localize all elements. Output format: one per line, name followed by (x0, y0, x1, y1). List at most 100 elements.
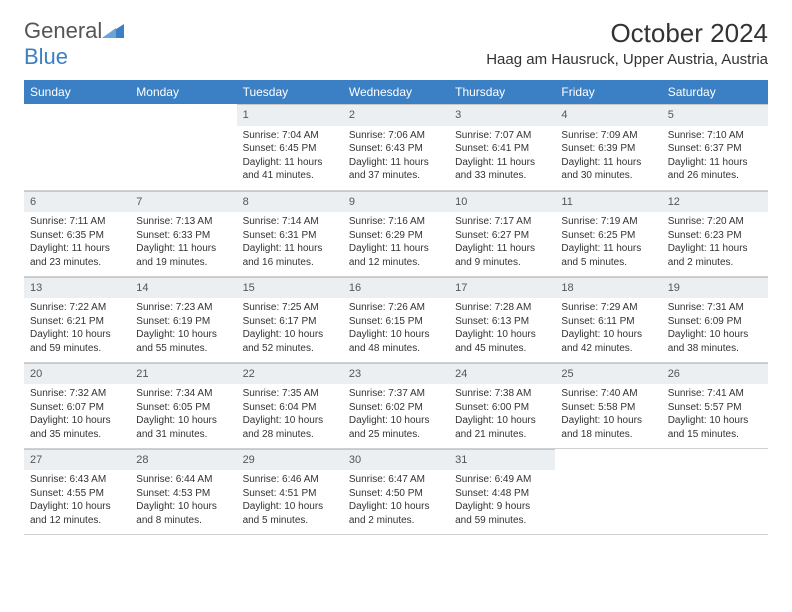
sunset-text: Sunset: 4:51 PM (243, 487, 337, 501)
daylight-text: Daylight: 10 hours and 5 minutes. (243, 500, 337, 527)
sunrise-text: Sunrise: 7:23 AM (136, 301, 230, 315)
weekday-header: Tuesday (237, 80, 343, 104)
calendar-cell: 11Sunrise: 7:19 AMSunset: 6:25 PMDayligh… (555, 190, 661, 276)
day-number: 28 (130, 449, 236, 471)
day-body: Sunrise: 7:25 AMSunset: 6:17 PMDaylight:… (237, 298, 343, 361)
title-block: October 2024 Haag am Hausruck, Upper Aus… (486, 18, 768, 68)
sunrise-text: Sunrise: 7:14 AM (243, 215, 337, 229)
calendar-cell: 23Sunrise: 7:37 AMSunset: 6:02 PMDayligh… (343, 362, 449, 448)
sunset-text: Sunset: 6:15 PM (349, 315, 443, 329)
sunrise-text: Sunrise: 7:09 AM (561, 129, 655, 143)
day-body: Sunrise: 7:32 AMSunset: 6:07 PMDaylight:… (24, 384, 130, 447)
day-body: Sunrise: 7:38 AMSunset: 6:00 PMDaylight:… (449, 384, 555, 447)
weekday-header: Wednesday (343, 80, 449, 104)
calendar-cell: 6Sunrise: 7:11 AMSunset: 6:35 PMDaylight… (24, 190, 130, 276)
calendar-cell: 26Sunrise: 7:41 AMSunset: 5:57 PMDayligh… (662, 362, 768, 448)
sunrise-text: Sunrise: 7:17 AM (455, 215, 549, 229)
logo-text: General Blue (24, 18, 124, 70)
calendar-cell: 24Sunrise: 7:38 AMSunset: 6:00 PMDayligh… (449, 362, 555, 448)
sunrise-text: Sunrise: 6:47 AM (349, 473, 443, 487)
day-body: Sunrise: 6:46 AMSunset: 4:51 PMDaylight:… (237, 470, 343, 533)
sunrise-text: Sunrise: 7:28 AM (455, 301, 549, 315)
day-body: Sunrise: 7:29 AMSunset: 6:11 PMDaylight:… (555, 298, 661, 361)
sunrise-text: Sunrise: 7:35 AM (243, 387, 337, 401)
calendar-week-row: 1Sunrise: 7:04 AMSunset: 6:45 PMDaylight… (24, 104, 768, 190)
day-body: Sunrise: 7:37 AMSunset: 6:02 PMDaylight:… (343, 384, 449, 447)
day-body: Sunrise: 7:31 AMSunset: 6:09 PMDaylight:… (662, 298, 768, 361)
day-number: 8 (237, 191, 343, 213)
daylight-text: Daylight: 11 hours and 19 minutes. (136, 242, 230, 269)
sunset-text: Sunset: 4:48 PM (455, 487, 549, 501)
daylight-text: Daylight: 11 hours and 2 minutes. (668, 242, 762, 269)
calendar-cell (24, 104, 130, 190)
day-number: 17 (449, 277, 555, 299)
sunset-text: Sunset: 6:29 PM (349, 229, 443, 243)
weekday-header: Monday (130, 80, 236, 104)
calendar-cell: 15Sunrise: 7:25 AMSunset: 6:17 PMDayligh… (237, 276, 343, 362)
day-body: Sunrise: 6:47 AMSunset: 4:50 PMDaylight:… (343, 470, 449, 533)
calendar-cell: 28Sunrise: 6:44 AMSunset: 4:53 PMDayligh… (130, 448, 236, 534)
sunrise-text: Sunrise: 7:29 AM (561, 301, 655, 315)
day-number: 2 (343, 104, 449, 126)
sunset-text: Sunset: 6:45 PM (243, 142, 337, 156)
daylight-text: Daylight: 9 hours and 59 minutes. (455, 500, 549, 527)
day-number: 22 (237, 363, 343, 385)
day-number: 9 (343, 191, 449, 213)
calendar-cell (555, 448, 661, 534)
daylight-text: Daylight: 10 hours and 25 minutes. (349, 414, 443, 441)
calendar-cell: 31Sunrise: 6:49 AMSunset: 4:48 PMDayligh… (449, 448, 555, 534)
sunrise-text: Sunrise: 7:07 AM (455, 129, 549, 143)
calendar-cell: 2Sunrise: 7:06 AMSunset: 6:43 PMDaylight… (343, 104, 449, 190)
sunrise-text: Sunrise: 7:26 AM (349, 301, 443, 315)
daylight-text: Daylight: 11 hours and 41 minutes. (243, 156, 337, 183)
daylight-text: Daylight: 11 hours and 26 minutes. (668, 156, 762, 183)
daylight-text: Daylight: 11 hours and 16 minutes. (243, 242, 337, 269)
day-body: Sunrise: 7:35 AMSunset: 6:04 PMDaylight:… (237, 384, 343, 447)
header: General Blue October 2024 Haag am Hausru… (24, 18, 768, 70)
day-body: Sunrise: 6:43 AMSunset: 4:55 PMDaylight:… (24, 470, 130, 533)
daylight-text: Daylight: 10 hours and 45 minutes. (455, 328, 549, 355)
location-text: Haag am Hausruck, Upper Austria, Austria (486, 51, 768, 68)
day-number: 11 (555, 191, 661, 213)
daylight-text: Daylight: 10 hours and 52 minutes. (243, 328, 337, 355)
sunrise-text: Sunrise: 7:22 AM (30, 301, 124, 315)
sunrise-text: Sunrise: 7:20 AM (668, 215, 762, 229)
calendar-cell: 8Sunrise: 7:14 AMSunset: 6:31 PMDaylight… (237, 190, 343, 276)
daylight-text: Daylight: 11 hours and 37 minutes. (349, 156, 443, 183)
daylight-text: Daylight: 10 hours and 15 minutes. (668, 414, 762, 441)
daylight-text: Daylight: 11 hours and 5 minutes. (561, 242, 655, 269)
day-body: Sunrise: 7:06 AMSunset: 6:43 PMDaylight:… (343, 126, 449, 189)
sunset-text: Sunset: 6:21 PM (30, 315, 124, 329)
day-body: Sunrise: 7:26 AMSunset: 6:15 PMDaylight:… (343, 298, 449, 361)
calendar-cell: 5Sunrise: 7:10 AMSunset: 6:37 PMDaylight… (662, 104, 768, 190)
sunset-text: Sunset: 6:41 PM (455, 142, 549, 156)
sunrise-text: Sunrise: 6:43 AM (30, 473, 124, 487)
sunset-text: Sunset: 6:27 PM (455, 229, 549, 243)
calendar-week-row: 27Sunrise: 6:43 AMSunset: 4:55 PMDayligh… (24, 448, 768, 534)
day-number: 29 (237, 449, 343, 471)
weekday-header: Sunday (24, 80, 130, 104)
daylight-text: Daylight: 10 hours and 8 minutes. (136, 500, 230, 527)
day-body: Sunrise: 7:07 AMSunset: 6:41 PMDaylight:… (449, 126, 555, 189)
sunset-text: Sunset: 6:37 PM (668, 142, 762, 156)
day-number: 25 (555, 363, 661, 385)
day-body: Sunrise: 7:41 AMSunset: 5:57 PMDaylight:… (662, 384, 768, 447)
sunset-text: Sunset: 6:05 PM (136, 401, 230, 415)
sunset-text: Sunset: 6:43 PM (349, 142, 443, 156)
day-body: Sunrise: 7:11 AMSunset: 6:35 PMDaylight:… (24, 212, 130, 275)
sunset-text: Sunset: 6:35 PM (30, 229, 124, 243)
logo-word1: General (24, 18, 102, 43)
sunset-text: Sunset: 6:33 PM (136, 229, 230, 243)
sunset-text: Sunset: 6:23 PM (668, 229, 762, 243)
sunrise-text: Sunrise: 6:49 AM (455, 473, 549, 487)
daylight-text: Daylight: 10 hours and 2 minutes. (349, 500, 443, 527)
day-number: 19 (662, 277, 768, 299)
sunrise-text: Sunrise: 7:37 AM (349, 387, 443, 401)
sunset-text: Sunset: 6:00 PM (455, 401, 549, 415)
day-body: Sunrise: 6:49 AMSunset: 4:48 PMDaylight:… (449, 470, 555, 533)
day-body: Sunrise: 7:23 AMSunset: 6:19 PMDaylight:… (130, 298, 236, 361)
sunrise-text: Sunrise: 7:04 AM (243, 129, 337, 143)
daylight-text: Daylight: 10 hours and 35 minutes. (30, 414, 124, 441)
sunset-text: Sunset: 6:07 PM (30, 401, 124, 415)
daylight-text: Daylight: 10 hours and 48 minutes. (349, 328, 443, 355)
